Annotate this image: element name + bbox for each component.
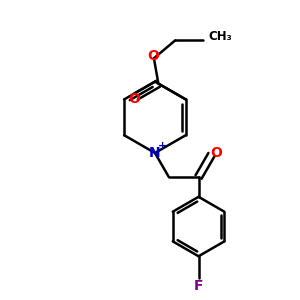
Text: CH₃: CH₃ — [209, 30, 232, 43]
Text: F: F — [194, 279, 203, 293]
Text: O: O — [147, 49, 159, 63]
Text: O: O — [128, 92, 140, 106]
Text: N: N — [149, 146, 161, 160]
Text: +: + — [158, 141, 167, 151]
Text: O: O — [210, 146, 222, 160]
